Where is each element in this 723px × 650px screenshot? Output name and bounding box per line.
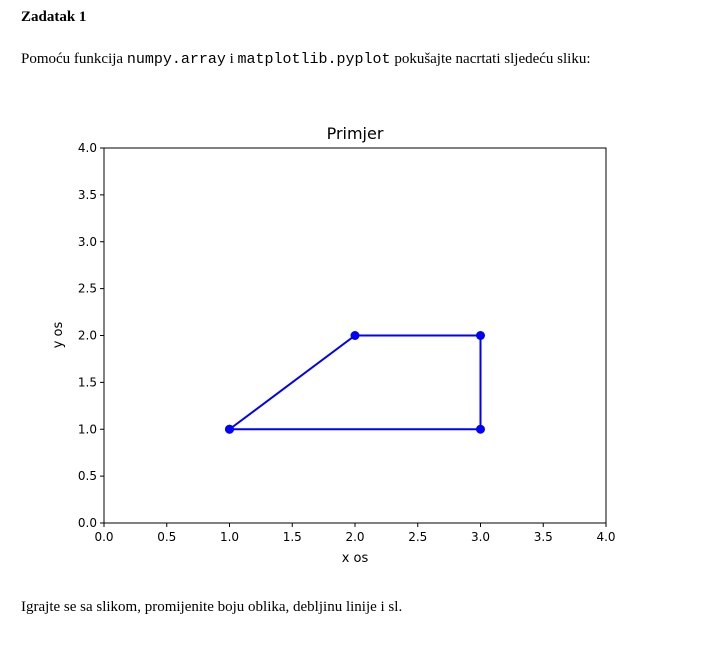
x-tick-label: 4.0 — [596, 530, 615, 544]
y-tick-label: 1.5 — [78, 375, 97, 389]
x-tick-label: 0.0 — [94, 530, 113, 544]
y-tick-label: 3.0 — [78, 235, 97, 249]
x-tick-label: 0.5 — [157, 530, 176, 544]
y-tick-label: 3.5 — [78, 188, 97, 202]
task-instructions: Pomoću funkcija numpy.array i matplotlib… — [21, 51, 591, 68]
x-tick-label: 3.5 — [534, 530, 553, 544]
intro-text-1: Pomoću funkcija — [21, 51, 127, 67]
x-tick-label: 2.0 — [345, 530, 364, 544]
data-point — [225, 424, 234, 434]
intro-text-3: pokušajte nacrtati sljedeću sliku: — [390, 51, 591, 67]
x-axis-label: x os — [342, 551, 369, 566]
y-axis-label: y os — [51, 322, 66, 349]
chart-title: Primjer — [327, 124, 384, 143]
task-heading: Zadatak 1 — [21, 9, 87, 25]
data-point — [476, 424, 485, 434]
y-tick-label: 0.5 — [78, 469, 97, 483]
y-tick-label: 2.0 — [78, 329, 97, 343]
data-point — [476, 331, 485, 340]
series-line — [228, 334, 482, 431]
task-note: Igrajte se sa slikom, promijenite boju o… — [21, 599, 403, 615]
code-numpy-array: numpy.array — [126, 51, 226, 68]
code-matplotlib-pyplot: matplotlib.pyplot — [237, 51, 391, 68]
data-point — [350, 331, 360, 340]
y-tick-label: 0.0 — [78, 516, 97, 530]
x-tick-label: 2.5 — [408, 530, 427, 544]
x-tick-label: 3.0 — [471, 530, 490, 544]
intro-text-2: i — [225, 51, 238, 67]
x-tick-label: 1.0 — [220, 530, 239, 544]
y-tick-label: 2.5 — [78, 282, 97, 296]
x-tick-label: 1.5 — [283, 530, 302, 544]
y-tick-label: 4.0 — [78, 141, 97, 155]
y-tick-label: 1.0 — [78, 422, 97, 436]
